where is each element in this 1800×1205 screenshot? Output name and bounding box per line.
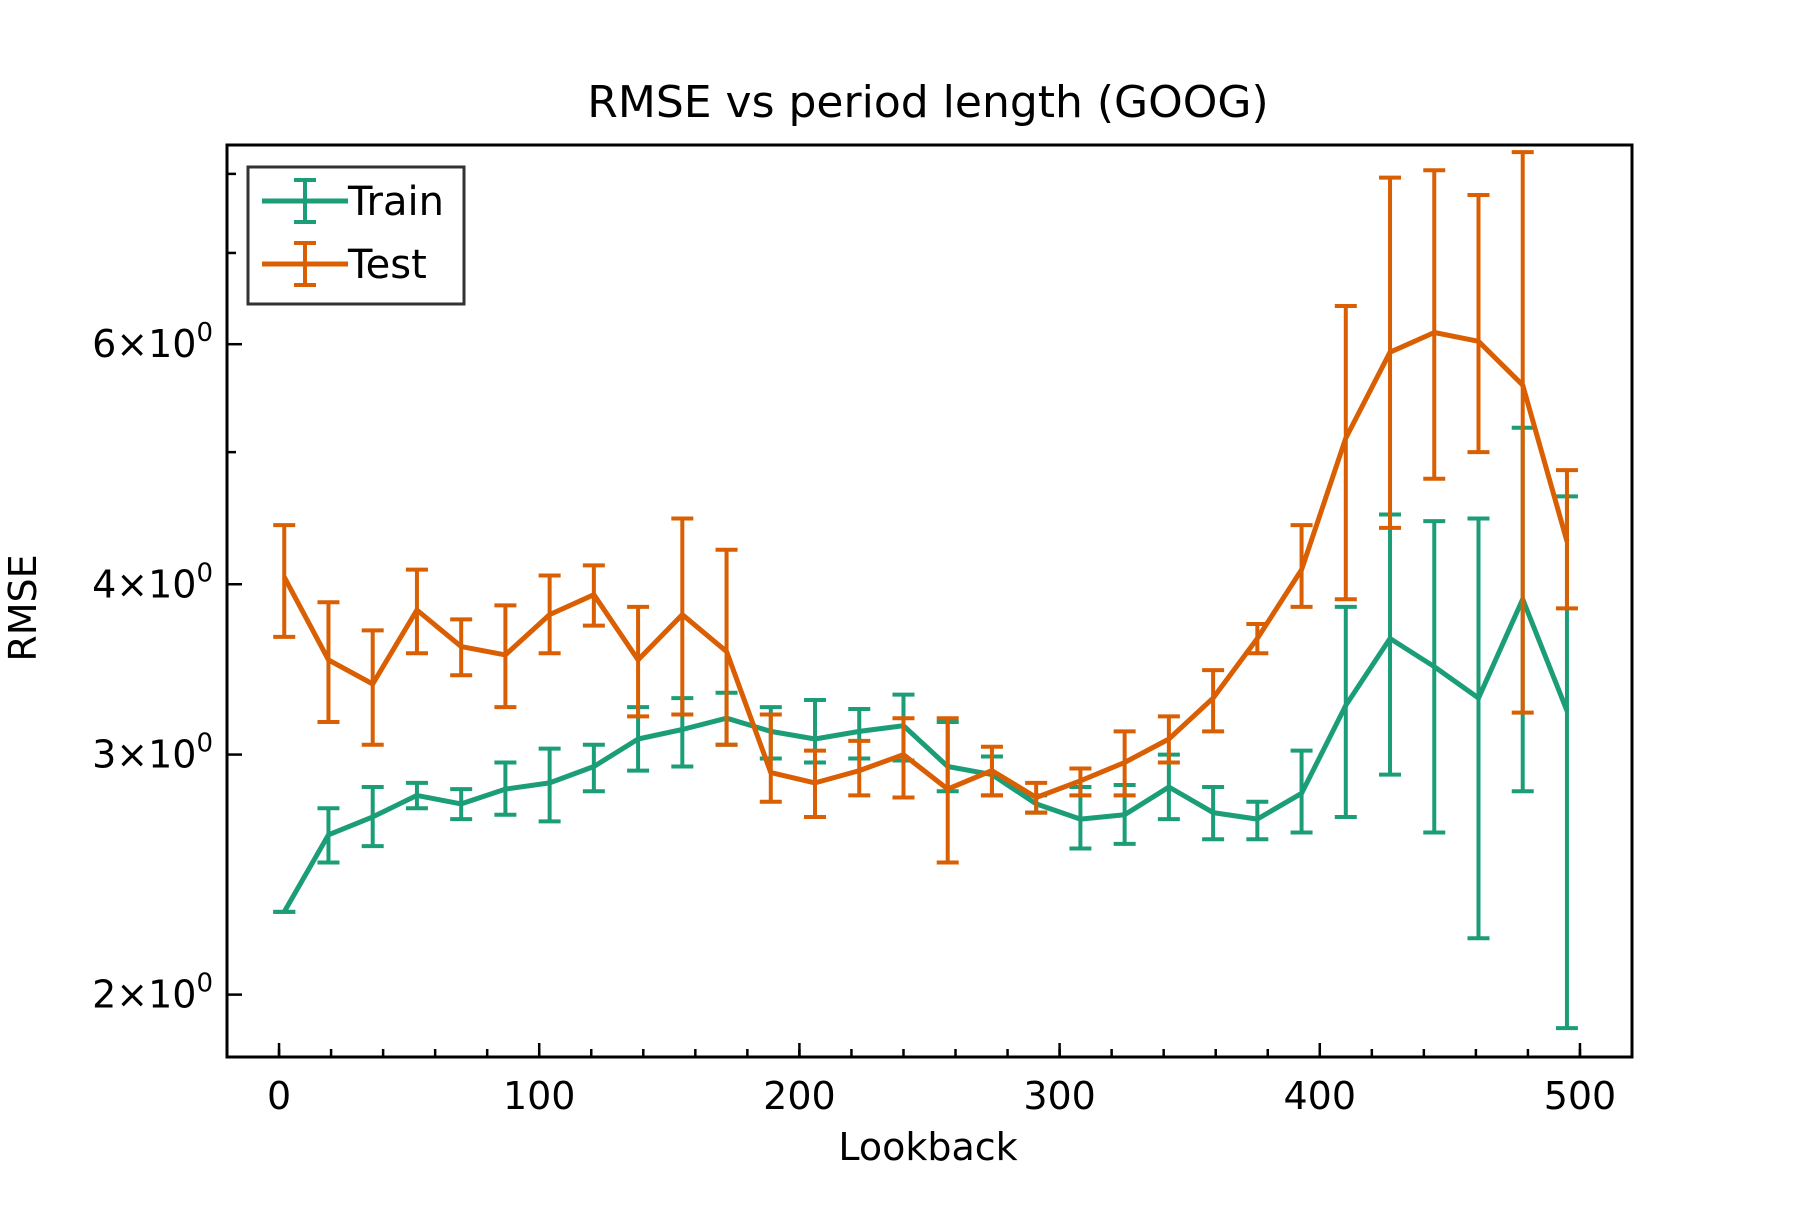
x-axis-label: Lookback — [838, 1125, 1017, 1169]
train-series — [273, 425, 1578, 1031]
y-tick-label: 2×100 — [92, 969, 213, 1017]
test-series — [273, 150, 1578, 865]
x-tick-label: 100 — [503, 1074, 576, 1118]
test-line — [281, 330, 1570, 800]
x-tick-label: 0 — [267, 1074, 291, 1118]
legend-item-train: Train — [262, 178, 444, 225]
train-line — [282, 596, 1570, 914]
x-tick-label: 300 — [1023, 1074, 1096, 1118]
axes: 0 100 200 300 400 500 2×100 3×100 4×100 6×100 — [92, 143, 1634, 1118]
legend: Train Test — [246, 165, 466, 306]
plot-area — [273, 150, 1578, 1031]
legend-test-label: Test — [347, 242, 427, 288]
legend-box — [246, 165, 466, 306]
x-tick-label: 400 — [1284, 1074, 1357, 1118]
y-tick-label: 3×100 — [92, 729, 213, 777]
x-tick-label: 500 — [1544, 1074, 1617, 1118]
legend-item-test: Test — [262, 241, 427, 288]
legend-train-label: Train — [347, 179, 444, 225]
x-tick-label: 200 — [763, 1074, 836, 1118]
plot-frame — [225, 143, 1634, 1059]
y-axis-label: RMSE — [1, 554, 45, 661]
y-tick-label: 6×100 — [92, 318, 213, 366]
y-tick-label: 4×100 — [92, 558, 213, 606]
chart-title: RMSE vs period length (GOOG) — [587, 77, 1268, 128]
